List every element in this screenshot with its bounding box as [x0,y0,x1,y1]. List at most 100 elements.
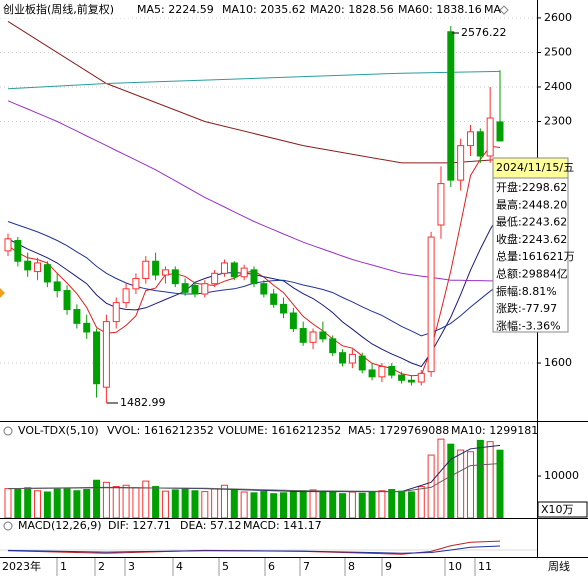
volume-bar [348,491,356,519]
candle-body [142,260,150,279]
volume-bar [201,491,209,519]
volume-bar [437,438,445,519]
high-label: 2576.22 [461,26,507,39]
candle-body [43,264,51,283]
volume-bar [466,451,474,519]
candle-body [437,183,445,226]
volume-bar [63,488,71,519]
volume-bar [152,486,160,519]
candle-body [398,374,406,381]
ma-legend: MA5: 2224.59 [137,3,214,16]
ma-line [7,100,501,282]
candle-body [358,355,366,371]
volume-bar [339,493,347,519]
candle-body [161,269,169,276]
macd-legend: MACD: 141.17 [243,519,322,532]
candle-body [260,283,268,295]
macd-legend: DEA: 57.12 [180,519,241,532]
volume-bar [181,488,189,519]
volume-bar [299,490,307,519]
candle-body [339,352,347,364]
volume-bar [319,491,327,519]
candle-body [63,290,71,311]
tooltip-rows: 开盘:2298.62 最高:2448.20 最低:2243.62 收盘:2243.62… [496,180,575,332]
x-tick-label: 2023年 [2,559,41,573]
panel-icon[interactable] [3,426,13,436]
tooltip-date-bg [492,157,569,179]
volume-bar [496,449,504,519]
volume-bar [4,488,12,519]
chart-layer: 1600 2300 2400 2500 2600 10000 [0,11,579,555]
candle-body [319,331,327,340]
candle-body [427,236,435,373]
volume-bar [171,489,179,519]
candle-body [102,321,110,388]
volume-bar [280,492,288,519]
volume-bar [220,484,228,519]
volume-bar [230,488,238,519]
volume-bar [142,480,150,519]
volume-bar [407,491,415,519]
candle-body [93,331,101,385]
volume-ma-line [7,463,501,493]
candle-body [417,372,425,383]
ma-legend: MA60: 1838.16 [398,3,482,16]
candle-body [132,277,140,290]
macd-line [7,545,501,554]
x-tick-label: 7 [303,560,310,573]
chart-title: 创业板指(周线,前复权) [3,2,114,16]
volume-bar [289,490,297,519]
volume-bar [211,488,219,519]
volume-bar [309,489,317,519]
candle-body [348,353,356,364]
volume-title: VOL-TDX(5,10) [18,424,99,437]
volume-bar [447,443,455,519]
candle-body [230,262,238,278]
volume-bar [34,490,42,519]
volume-bar [476,439,484,519]
x-tick-label: 3 [128,560,135,573]
x-tick-label: 8 [348,560,355,573]
settings-icon[interactable] [499,5,509,15]
candle-body [329,338,337,354]
panel-icon[interactable] [3,521,13,531]
volume-bar [417,486,425,519]
long-ma-line [7,70,501,90]
candle-body [181,283,189,293]
candle-body [4,238,12,252]
y-tick-label: 2300 [544,114,572,127]
low-label: 1482.99 [120,396,166,409]
volume-bar [240,491,248,519]
candle-body [73,309,81,324]
candle-body [14,240,22,262]
volume-bar [486,441,494,519]
y-tick-label: 2600 [544,11,572,24]
macd-title: MACD(12,26,9) [18,519,102,532]
tooltip-row: 最高:2448.20 [496,197,567,211]
candle-body [476,131,484,157]
tooltip-row: 总量:161621万 [496,249,575,263]
unit-box [537,501,588,518]
volume-legend: MA10: 1299181 [451,424,538,437]
candle-body [24,260,32,271]
volume-bar [378,490,386,519]
volume-bar [260,491,268,519]
tooltip-row: 涨跌:-77.97 [496,301,557,315]
x-tick-label: 9 [385,560,392,573]
candle-body [220,262,228,274]
tooltip-row: 收盘:2243.62 [496,232,567,246]
candle-body [388,365,396,376]
candle-body [299,328,307,343]
candle-body [240,267,248,278]
candle-body [112,302,120,323]
candle-body [447,31,455,181]
candle-body [34,262,42,273]
candle-body [171,269,179,285]
tooltip-row: 涨幅:-3.36% [496,319,561,332]
volume-bar [191,490,199,519]
candle-body [309,331,317,343]
y-tick-label: 2500 [544,45,572,58]
volume-bar [53,488,61,519]
volume-bar [132,487,140,519]
candle-body [496,121,504,142]
